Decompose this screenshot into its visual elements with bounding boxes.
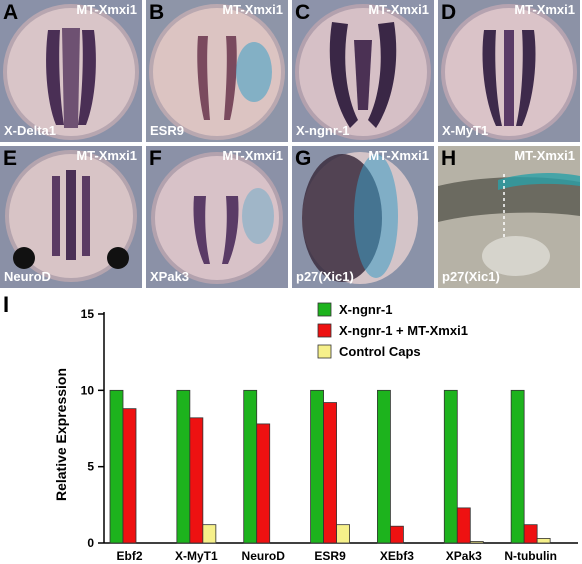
panel-letter: I xyxy=(3,292,10,317)
legend-swatch xyxy=(317,323,332,338)
legend-label: X-ngnr-1 + MT-Xmxi1 xyxy=(339,323,468,338)
panel-c: C MT-Xmxi1 X-ngnr-1 xyxy=(292,0,434,142)
section-image-h xyxy=(438,146,580,288)
probe-label: p27(Xic1) xyxy=(442,269,500,284)
probe-label: X-MyT1 xyxy=(442,123,489,138)
bar xyxy=(523,524,538,544)
panel-letter: B xyxy=(149,1,165,24)
probe-label: NeuroD xyxy=(4,269,51,284)
probe-label: ESR9 xyxy=(150,123,184,138)
bar xyxy=(456,507,471,544)
panel-g: G MT-Xmxi1 p27(Xic1) xyxy=(292,146,434,288)
bar-chart: 0 5 10 15 Relative Expression Ebf2 X-MyT1 Neuro… xyxy=(53,302,578,563)
construct-label: MT-Xmxi1 xyxy=(76,148,137,163)
probe-label: X-Delta1 xyxy=(4,123,57,138)
panel-d: D MT-Xmxi1 X-MyT1 xyxy=(438,0,580,142)
x-tick-label: Ebf2 xyxy=(116,549,142,563)
construct-label: MT-Xmxi1 xyxy=(76,2,137,17)
embryo-image-f xyxy=(146,146,288,288)
legend-swatch xyxy=(317,344,332,359)
construct-label: MT-Xmxi1 xyxy=(368,2,429,17)
bar xyxy=(469,541,484,544)
panel-b: B MT-Xmxi1 ESR9 xyxy=(146,0,288,142)
panel-letter: H xyxy=(441,147,457,170)
panel-letter: E xyxy=(3,147,18,170)
y-tick-label: 10 xyxy=(81,383,95,397)
legend-label: X-ngnr-1 xyxy=(339,302,392,317)
embryo-image-d xyxy=(438,0,580,142)
legend-swatch xyxy=(317,302,332,317)
legend-label: Control Caps xyxy=(339,344,421,359)
construct-label: MT-Xmxi1 xyxy=(514,2,575,17)
bar xyxy=(310,389,324,544)
panel-f: F MT-Xmxi1 XPak3 xyxy=(146,146,288,288)
bar xyxy=(189,417,204,544)
bar xyxy=(256,423,271,544)
bar xyxy=(176,389,191,544)
construct-label: MT-Xmxi1 xyxy=(368,148,429,163)
bar xyxy=(336,524,350,544)
embryo-image-a xyxy=(0,0,142,142)
bar xyxy=(536,538,551,544)
construct-label: MT-Xmxi1 xyxy=(222,148,283,163)
bar xyxy=(443,389,458,544)
panel-letter: C xyxy=(295,1,311,24)
probe-label: X-ngnr-1 xyxy=(296,123,350,138)
embryo-image-g xyxy=(292,146,434,288)
x-tick-label: XEbf3 xyxy=(380,549,414,563)
x-tick-label: ESR9 xyxy=(314,549,346,563)
panel-h: H MT-Xmxi1 p27(Xic1) xyxy=(438,146,580,288)
construct-label: MT-Xmxi1 xyxy=(514,148,575,163)
embryo-image-b xyxy=(146,0,288,142)
bar xyxy=(122,408,137,544)
probe-label: p27(Xic1) xyxy=(296,269,354,284)
construct-label: MT-Xmxi1 xyxy=(222,2,283,17)
y-tick-label: 5 xyxy=(87,460,94,474)
probe-label: XPak3 xyxy=(150,269,190,284)
chart-panel-i: I 0 5 10 15 Relative Expression Ebf2 X-MyT1 Neu… xyxy=(0,292,582,564)
panel-letter: A xyxy=(3,1,19,24)
y-tick-label: 15 xyxy=(81,307,95,321)
bar xyxy=(510,389,525,544)
y-axis-label: Relative Expression xyxy=(53,368,69,501)
embryo-image-c xyxy=(292,0,434,142)
bar xyxy=(243,389,258,544)
panel-letter: D xyxy=(441,1,457,24)
panel-letter: G xyxy=(295,147,312,170)
bar xyxy=(377,389,391,544)
x-tick-label: NeuroD xyxy=(242,549,286,563)
x-tick-label: XPak3 xyxy=(446,549,482,563)
bar xyxy=(202,524,217,544)
bar xyxy=(390,525,404,544)
panel-e: E MT-Xmxi1 NeuroD xyxy=(0,146,142,288)
y-tick-label: 0 xyxy=(87,536,94,550)
panel-a: A MT-Xmxi1 X-Delta1 xyxy=(0,0,142,142)
embryo-image-e xyxy=(0,146,142,288)
bar xyxy=(323,402,337,544)
x-tick-label: X-MyT1 xyxy=(175,549,218,563)
panel-letter: F xyxy=(149,147,162,170)
bar xyxy=(109,389,124,544)
x-tick-label: N-tubulin xyxy=(504,549,557,563)
